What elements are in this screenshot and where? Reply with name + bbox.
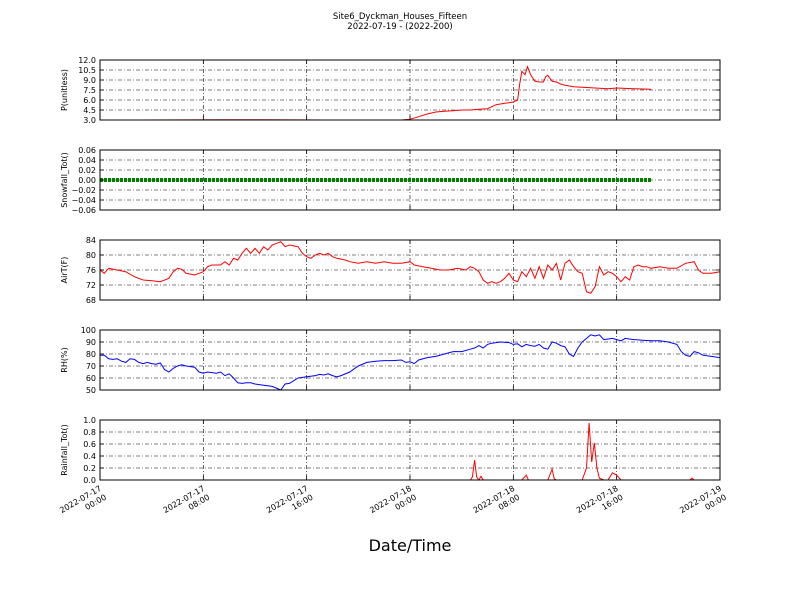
y-tick-label: 6.0 bbox=[83, 96, 96, 105]
y-tick-label: 60 bbox=[86, 374, 96, 383]
x-tick-label: 2022-07-1716:00 bbox=[265, 484, 315, 524]
subplots: 3.04.56.07.59.010.512.0P(unitless)−0.06−… bbox=[60, 56, 721, 485]
x-tick-label: 2022-07-1816:00 bbox=[575, 484, 625, 524]
y-tick-label: 68 bbox=[86, 296, 96, 305]
x-tick-label: 2022-07-1700:00 bbox=[58, 484, 108, 524]
y-tick-label: −0.02 bbox=[71, 186, 96, 195]
y-tick-label: 3.0 bbox=[83, 116, 96, 125]
series-line-0 bbox=[100, 334, 721, 391]
y-tick-label: 7.5 bbox=[83, 86, 96, 95]
y-tick-label: −0.06 bbox=[71, 206, 96, 215]
x-axis-label: Date/Time bbox=[369, 536, 452, 555]
subplot-3: 50 60 70 80 90 100 RH(%) bbox=[60, 326, 721, 395]
y-tick-label: 0.06 bbox=[78, 146, 96, 155]
y-tick-label: −0.04 bbox=[71, 196, 96, 205]
y-tick-label: 0.04 bbox=[78, 156, 96, 165]
y-tick-label: 0.2 bbox=[83, 464, 96, 473]
y-tick-label: 1.0 bbox=[83, 416, 96, 425]
y-axis-label: AirT(F) bbox=[60, 257, 69, 284]
x-tick-label: 2022-07-1808:00 bbox=[472, 484, 522, 524]
subplot-1: −0.06−0.04−0.020.000.020.040.06 Snowfall_… bbox=[60, 146, 721, 215]
chart-subtitle: 2022-07-19 - (2022-200) bbox=[347, 22, 452, 32]
y-tick-label: 0.0 bbox=[83, 476, 96, 485]
subplot-4: 0.0 0.2 0.4 0.6 0.8 1.0 Rainfall_Tot() bbox=[60, 416, 721, 485]
y-tick-label: 9.0 bbox=[83, 76, 96, 85]
y-tick-label: 10.5 bbox=[78, 66, 96, 75]
y-tick-label: 4.5 bbox=[83, 106, 96, 115]
subplot-0: 3.04.56.07.59.010.512.0 P(unitless) bbox=[60, 56, 721, 125]
grid bbox=[100, 59, 720, 121]
y-tick-label: 50 bbox=[86, 386, 96, 395]
y-tick-label: 80 bbox=[86, 350, 96, 359]
y-tick-label: 70 bbox=[86, 362, 96, 371]
x-tick-label: 2022-07-1800:00 bbox=[368, 484, 418, 524]
y-tick-label: 0.02 bbox=[78, 166, 96, 175]
series-line-0 bbox=[100, 65, 652, 121]
subplot-2: 68 72 76 80 84 AirT(F) bbox=[60, 236, 721, 305]
x-tick-label: 2022-07-1708:00 bbox=[162, 484, 212, 524]
y-tick-label: 0.4 bbox=[83, 452, 96, 461]
y-tick-label: 0.6 bbox=[83, 440, 96, 449]
y-tick-label: 12.0 bbox=[78, 56, 96, 65]
x-tick-label: 2022-07-1900:00 bbox=[678, 484, 728, 524]
y-tick-label: 72 bbox=[86, 281, 96, 290]
y-tick-label: 0.8 bbox=[83, 428, 96, 437]
y-axis-label: Rainfall_Tot() bbox=[60, 424, 69, 476]
y-axis-label: P(unitless) bbox=[60, 69, 69, 111]
y-tick-label: 76 bbox=[86, 266, 96, 275]
y-tick-label: 100 bbox=[81, 326, 96, 335]
y-tick-label: 90 bbox=[86, 338, 96, 347]
y-tick-label: 0.00 bbox=[78, 176, 96, 185]
y-axis-label: Snowfall_Tot() bbox=[60, 152, 69, 208]
y-tick-label: 80 bbox=[86, 251, 96, 260]
chart-title: Site6_Dyckman_Houses_Fifteen bbox=[333, 12, 467, 22]
y-axis-label: RH(%) bbox=[60, 347, 69, 372]
grid bbox=[100, 419, 720, 481]
series-line-0 bbox=[99, 241, 721, 294]
y-tick-label: 84 bbox=[86, 236, 96, 245]
grid bbox=[100, 239, 720, 301]
x-tick-labels: 2022-07-1700:00 2022-07-1708:00 2022-07-17… bbox=[58, 484, 728, 524]
